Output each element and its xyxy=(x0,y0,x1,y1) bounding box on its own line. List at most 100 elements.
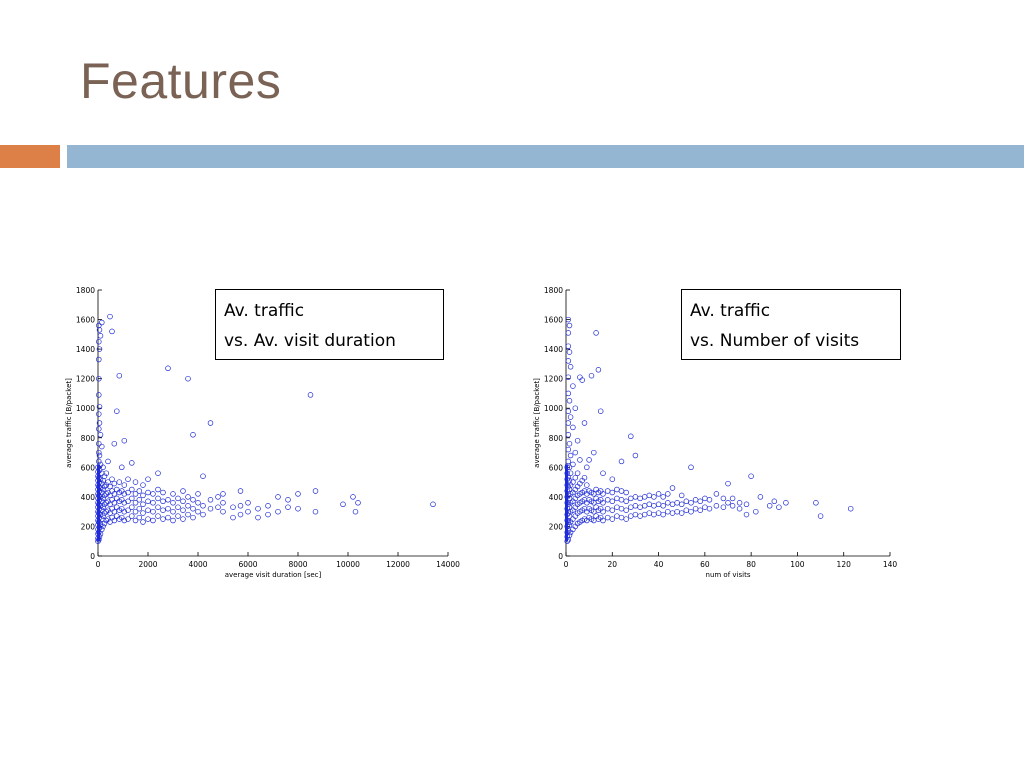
data-point xyxy=(245,500,251,506)
data-point xyxy=(165,514,171,521)
data-point xyxy=(96,346,103,352)
data-point xyxy=(180,488,186,494)
data-point xyxy=(720,495,727,502)
data-point xyxy=(581,420,588,426)
data-point xyxy=(660,494,666,500)
data-point xyxy=(111,480,118,487)
data-point xyxy=(125,516,131,522)
data-point xyxy=(140,501,146,508)
data-point xyxy=(132,500,139,506)
data-point xyxy=(725,500,731,506)
data-point xyxy=(665,508,671,515)
data-point xyxy=(121,500,128,506)
data-point xyxy=(121,491,128,497)
data-point xyxy=(566,440,573,447)
y-tick-label: 1200 xyxy=(544,375,563,384)
data-point xyxy=(678,510,685,516)
data-point xyxy=(632,503,639,509)
data-point xyxy=(180,516,186,522)
data-point xyxy=(185,511,191,518)
data-point xyxy=(99,443,105,450)
data-point xyxy=(215,504,221,510)
data-point xyxy=(175,495,181,502)
y-tick-label: 200 xyxy=(549,522,564,531)
data-point xyxy=(111,508,118,515)
data-point xyxy=(600,491,606,497)
data-point xyxy=(107,313,113,320)
data-point xyxy=(614,513,620,519)
slide-title: Features xyxy=(80,53,282,109)
y-tick-label: 200 xyxy=(81,522,96,531)
data-point xyxy=(200,511,206,518)
data-point xyxy=(145,489,151,496)
data-point xyxy=(150,517,156,524)
data-point xyxy=(101,483,108,490)
data-point xyxy=(101,501,108,508)
data-point xyxy=(307,392,314,398)
data-point xyxy=(100,523,106,530)
data-point xyxy=(683,498,690,505)
data-point xyxy=(190,497,196,503)
data-point xyxy=(692,505,699,512)
data-point xyxy=(265,503,271,509)
data-point xyxy=(651,494,657,500)
data-point xyxy=(101,492,108,499)
data-point xyxy=(725,480,731,487)
data-point xyxy=(641,503,648,509)
data-point xyxy=(103,508,110,515)
data-point xyxy=(628,495,634,502)
data-point xyxy=(125,476,131,482)
data-point xyxy=(623,489,629,496)
data-point xyxy=(160,498,166,505)
data-point xyxy=(706,497,713,503)
data-point xyxy=(757,494,764,500)
data-point xyxy=(114,486,120,493)
callout-visit-duration: Av. traffic vs. Av. visit duration xyxy=(215,289,444,360)
data-point xyxy=(190,432,196,438)
data-point xyxy=(847,505,854,512)
data-point xyxy=(96,338,102,345)
data-point xyxy=(350,494,356,500)
data-point xyxy=(600,500,606,506)
data-point xyxy=(136,514,143,521)
data-point xyxy=(101,510,108,516)
y-tick-label: 400 xyxy=(81,493,96,502)
data-point xyxy=(150,500,156,506)
data-point xyxy=(237,488,244,494)
data-point xyxy=(101,473,108,479)
data-point xyxy=(96,440,102,447)
data-point xyxy=(140,510,146,516)
data-point xyxy=(136,488,143,494)
data-point xyxy=(180,507,186,513)
data-point xyxy=(565,420,572,426)
data-point xyxy=(609,516,616,522)
data-point xyxy=(129,460,135,466)
data-point xyxy=(628,504,634,510)
data-point xyxy=(637,504,643,510)
y-tick-label: 1800 xyxy=(76,286,95,295)
data-point-cluster xyxy=(565,464,568,542)
data-point xyxy=(220,508,226,515)
callout-line-1: Av. traffic xyxy=(224,301,305,321)
data-point xyxy=(103,470,110,476)
data-point-cluster xyxy=(97,464,100,542)
data-point xyxy=(200,503,206,509)
data-point xyxy=(150,491,156,497)
data-point xyxy=(678,501,685,508)
data-point xyxy=(570,424,576,431)
data-point xyxy=(121,437,128,444)
data-point xyxy=(430,501,436,508)
y-tick-label: 1000 xyxy=(76,404,95,413)
data-point xyxy=(614,486,620,493)
data-point xyxy=(566,322,573,329)
data-point xyxy=(641,494,648,500)
data-point xyxy=(783,500,789,506)
data-point xyxy=(155,486,161,493)
data-point xyxy=(116,479,123,485)
data-point xyxy=(100,464,106,471)
data-point xyxy=(655,510,662,516)
data-point xyxy=(121,508,128,515)
data-point xyxy=(609,476,616,482)
data-point xyxy=(165,365,171,372)
data-point xyxy=(572,449,579,456)
